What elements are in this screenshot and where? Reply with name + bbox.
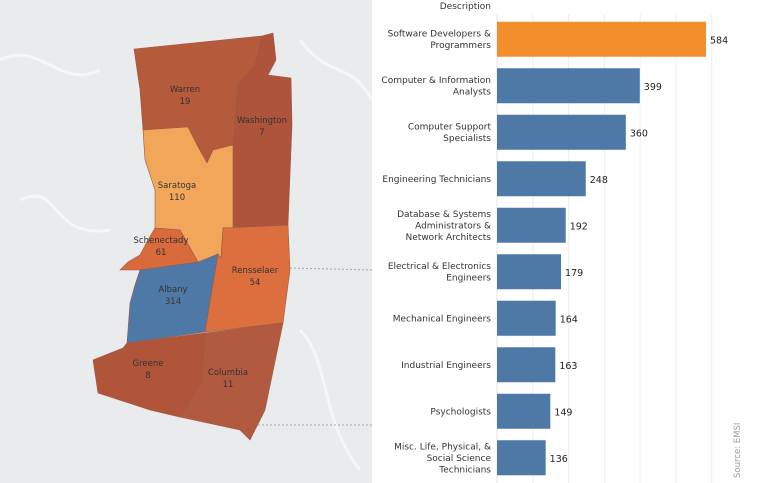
county-value-columbia: 11 (223, 380, 234, 390)
bar-value-label: 360 (630, 128, 648, 139)
category-label: Industrial Engineers (401, 361, 491, 371)
bar[interactable] (497, 347, 556, 383)
category-label: Software Developers & (388, 30, 491, 40)
category-label: Engineers (446, 274, 491, 284)
source-note: Source: EMSI (733, 423, 743, 478)
county-value-saratoga: 110 (169, 193, 185, 203)
category-label: Programmers (430, 41, 491, 51)
column-header: Description (440, 2, 491, 12)
category-label: Engineering Technicians (382, 175, 491, 185)
category-label: Electrical & Electronics (388, 262, 491, 272)
bar[interactable] (497, 21, 706, 57)
county-washington[interactable] (232, 32, 293, 229)
bar[interactable] (497, 393, 551, 429)
bar[interactable] (497, 300, 556, 336)
category-label: Social Science (427, 454, 492, 464)
category-label: Computer & Information (381, 76, 491, 86)
county-value-washington: 7 (259, 128, 264, 138)
category-label: Specialists (443, 134, 491, 144)
bar-value-label: 192 (570, 221, 588, 232)
category-label: Network Architects (406, 233, 492, 243)
county-name-columbia: Columbia (208, 368, 248, 378)
county-labels: Warren 19 Washington 7 Saratoga 110 Schenectad… (133, 85, 287, 390)
bar-value-label: 163 (559, 361, 577, 372)
bar[interactable] (497, 207, 566, 243)
bar-value-label: 136 (550, 454, 568, 465)
category-label: Mechanical Engineers (393, 314, 492, 324)
county-map: Warren 19 Washington 7 Saratoga 110 Schenectad… (0, 0, 372, 483)
county-rensselaer[interactable] (204, 224, 291, 333)
bar-value-label: 584 (710, 35, 728, 46)
county-schenectady[interactable] (119, 227, 199, 271)
bar[interactable] (497, 254, 562, 290)
county-name-schenectady: Schenectady (134, 236, 189, 246)
category-label: Database & Systems (397, 210, 491, 220)
county-name-saratoga: Saratoga (158, 181, 196, 191)
county-value-warren: 19 (180, 97, 191, 107)
bar[interactable] (497, 440, 546, 476)
county-albany[interactable] (126, 253, 219, 344)
category-label: Psychologists (430, 407, 491, 417)
bar-value-label: 164 (560, 314, 578, 325)
bar[interactable] (497, 68, 640, 104)
counties (92, 32, 293, 441)
county-columbia[interactable] (179, 322, 284, 441)
county-name-rensselaer: Rensselaer (232, 266, 279, 276)
county-value-greene: 8 (145, 371, 150, 381)
bar-value-label: 149 (554, 407, 572, 418)
bar-value-label: 399 (644, 82, 662, 93)
bar-chart: Description 584 Software Developers &Prog… (381, 2, 743, 483)
state-border (250, 267, 372, 426)
bar[interactable] (497, 161, 586, 197)
county-name-albany: Albany (158, 285, 187, 295)
county-value-albany: 314 (165, 297, 181, 307)
bar-value-label: 248 (590, 175, 608, 186)
category-label: Administrators & (415, 221, 491, 231)
bars: 584 Software Developers &Programmers 399 Co… (381, 21, 728, 476)
county-name-greene: Greene (133, 359, 164, 369)
category-label: Analysts (453, 88, 491, 98)
map-rivers (0, 39, 372, 471)
county-name-washington: Washington (237, 116, 287, 126)
bar-value-label: 179 (565, 268, 583, 279)
county-value-schenectady: 61 (156, 248, 167, 258)
category-label: Computer Support (408, 123, 492, 133)
bar[interactable] (497, 114, 626, 150)
category-label: Technicians (438, 465, 491, 475)
county-name-warren: Warren (170, 85, 200, 95)
county-value-rensselaer: 54 (250, 278, 261, 288)
category-label: Misc. Life, Physical, & (394, 442, 491, 452)
